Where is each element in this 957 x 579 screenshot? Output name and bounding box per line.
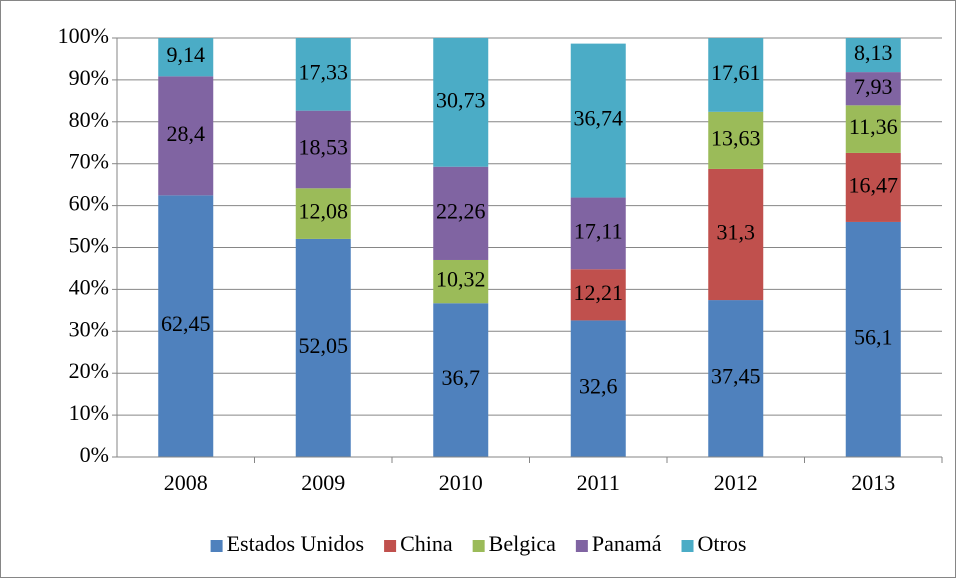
data-label: 31,3 [717,220,756,245]
bar-segment [845,152,901,222]
y-tick-label: 30% [69,316,109,341]
x-tick-label: 2013 [851,470,895,495]
legend-swatch [575,540,588,552]
legend-swatch [384,540,397,552]
legend-label: Otros [698,531,747,556]
data-label: 36,74 [574,106,624,131]
y-tick-label: 90% [69,65,109,90]
data-label: 12,08 [299,199,349,224]
y-tick-label: 10% [69,400,109,425]
y-tick-label: 100% [58,23,109,48]
data-label: 28,4 [167,121,206,146]
bar-segment [845,38,901,73]
data-label: 7,93 [854,74,893,99]
bar-segment [295,38,351,111]
y-tick-label: 70% [69,149,109,174]
bar-segment [295,188,351,239]
bar-segment [570,320,626,457]
data-label: 18,53 [299,135,349,160]
data-label: 17,11 [574,218,623,243]
legend-swatch [210,540,223,552]
x-tick-label: 2012 [714,470,758,495]
x-tick-label: 2008 [164,470,208,495]
data-label: 11,36 [849,114,898,139]
bar-segment [845,72,901,106]
data-label: 9,14 [167,42,206,67]
bar-segment [570,197,626,270]
y-tick-label: 60% [69,191,109,216]
data-label: 16,47 [849,172,899,197]
data-label: 30,73 [436,87,486,112]
bar-segment [570,269,626,321]
bar-segment [158,195,214,457]
data-label: 52,05 [299,333,349,358]
bar-segment [295,110,351,189]
data-label: 37,45 [711,364,761,389]
data-label: 12,21 [574,280,624,305]
x-tick-label: 2010 [439,470,483,495]
legend-label: Estados Unidos [227,531,365,556]
y-tick-label: 80% [69,107,109,132]
bar-segment [845,105,901,153]
bar-segment [708,111,764,169]
legend-label: Panamá [592,531,662,556]
x-tick-label: 2009 [301,470,345,495]
legend-swatch [681,540,694,552]
data-label: 32,6 [579,374,618,399]
bar-segment [295,238,351,457]
bar-segment [708,38,764,112]
bar-segment [433,303,489,457]
x-tick-label: 2011 [577,470,620,495]
bar-segment [570,43,626,198]
data-label: 36,7 [442,365,481,390]
data-label: 62,45 [161,311,211,336]
data-label: 10,32 [436,267,486,292]
data-label: 17,33 [299,59,349,84]
data-label: 13,63 [711,125,761,150]
bar-segment [158,76,214,196]
legend-label: China [400,531,453,556]
bar-segment [845,221,901,457]
data-label: 8,13 [854,40,893,65]
data-label: 22,26 [436,198,486,223]
y-tick-label: 40% [69,274,109,299]
legend-swatch [472,540,485,552]
y-tick-label: 50% [69,233,109,258]
bar-segment [433,166,489,260]
data-label: 17,61 [711,60,761,85]
bar-segment [433,259,489,304]
y-tick-label: 0% [80,442,109,467]
bar-segment [433,37,489,167]
bar-segment [158,38,214,77]
bar-segment [708,168,764,301]
y-tick-label: 20% [69,358,109,383]
legend-label: Belgica [489,531,556,556]
data-label: 56,1 [854,325,893,350]
bar-segment [708,300,764,457]
